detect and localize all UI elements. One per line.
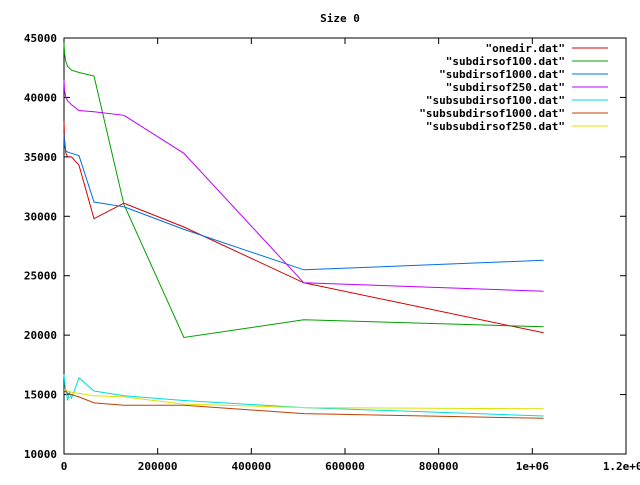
x-tick-label: 600000 bbox=[325, 460, 365, 473]
legend-label: "subsubdirsof1000.dat" bbox=[419, 107, 565, 120]
series-line bbox=[63, 79, 544, 292]
series-line bbox=[63, 390, 544, 419]
x-tick-label: 200000 bbox=[138, 460, 178, 473]
x-tick-label: 1.2e+06 bbox=[603, 460, 640, 473]
x-tick-label: 0 bbox=[61, 460, 68, 473]
chart-title: Size 0 bbox=[320, 12, 360, 25]
series-line bbox=[63, 121, 544, 334]
series-line bbox=[63, 42, 544, 339]
y-tick-label: 45000 bbox=[24, 32, 57, 45]
legend-label: "subsubdirsof250.dat" bbox=[426, 120, 565, 133]
legend-label: "subsubdirsof100.dat" bbox=[426, 94, 565, 107]
y-tick-label: 35000 bbox=[24, 151, 57, 164]
series-line bbox=[64, 389, 544, 410]
x-tick-label: 800000 bbox=[419, 460, 459, 473]
y-tick-label: 10000 bbox=[24, 448, 57, 461]
legend-label: "subdirsof100.dat" bbox=[446, 55, 565, 68]
legend-label: "subdirsof1000.dat" bbox=[439, 68, 565, 81]
legend: "onedir.dat""subdirsof100.dat""subdirsof… bbox=[419, 42, 608, 133]
y-tick-label: 30000 bbox=[24, 210, 57, 223]
legend-label: "onedir.dat" bbox=[486, 42, 565, 55]
y-tick-label: 15000 bbox=[24, 389, 57, 402]
y-tick-label: 25000 bbox=[24, 270, 57, 283]
x-tick-label: 400000 bbox=[231, 460, 271, 473]
x-tick-label: 1e+06 bbox=[516, 460, 549, 473]
series-lines bbox=[63, 42, 544, 419]
legend-label: "subdirsof250.dat" bbox=[446, 81, 565, 94]
y-tick-label: 20000 bbox=[24, 329, 57, 342]
series-line bbox=[63, 374, 544, 417]
plot-axes: 10000 15000 20000 25000 30000 35000 40000 45000… bbox=[24, 32, 640, 473]
series-line bbox=[63, 133, 544, 271]
y-tick-label: 40000 bbox=[24, 91, 57, 104]
